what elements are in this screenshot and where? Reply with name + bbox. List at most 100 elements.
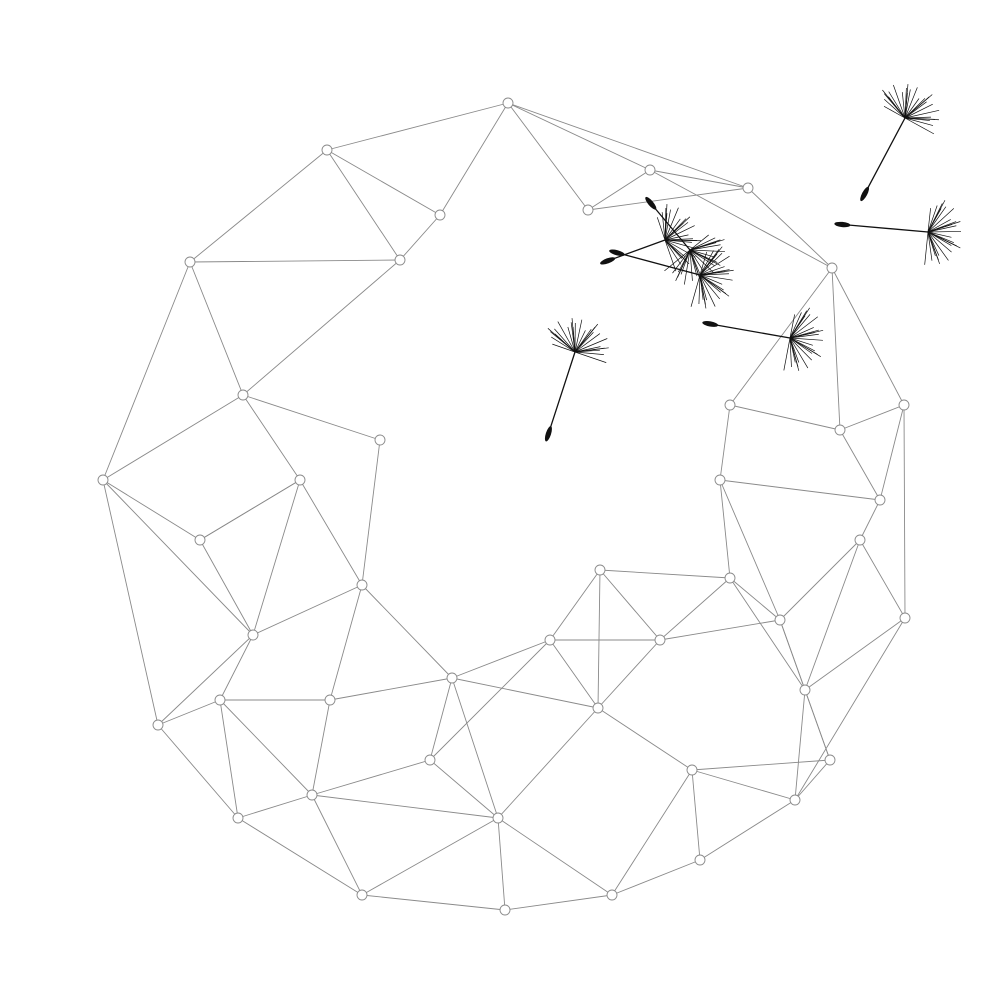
seed-filament [664, 239, 677, 272]
flying-seeds [544, 84, 962, 442]
network-strand [219, 699, 313, 796]
network-strand [597, 639, 661, 709]
seed-body [702, 321, 719, 327]
seed-filament [904, 117, 930, 121]
seed-filament [699, 250, 714, 276]
network-strand [439, 102, 509, 216]
network-node [854, 534, 866, 546]
network-strand [102, 261, 191, 481]
network-strand [504, 894, 613, 911]
network-node [247, 629, 259, 641]
network-strand [831, 267, 905, 406]
seed-filament [789, 337, 813, 346]
seed-body [860, 186, 870, 202]
network-strand [729, 404, 841, 431]
network-strand [691, 769, 796, 801]
seed-filament [699, 274, 733, 281]
seed-filament [904, 109, 940, 119]
seed-filament [927, 219, 951, 233]
seed-filament [789, 314, 811, 339]
network-strand [157, 699, 221, 726]
network-node [184, 256, 196, 268]
network-strand [361, 439, 381, 586]
seed-filament [904, 87, 918, 119]
seed-filament [927, 205, 938, 233]
network-node [306, 789, 318, 801]
seed-filament [574, 319, 583, 353]
network-node [799, 684, 811, 696]
seed-filament [574, 333, 601, 353]
network-strand [157, 724, 239, 819]
network-node [874, 494, 886, 506]
seed-filament [672, 249, 691, 274]
seed-filament [789, 337, 792, 367]
network-strand [242, 394, 381, 441]
seed-filament [664, 222, 689, 241]
network-node [97, 474, 109, 486]
network-strand [831, 267, 841, 431]
network-strand [199, 479, 301, 541]
network-strand [326, 149, 401, 261]
seed-filament [699, 253, 718, 276]
seed-stalk [549, 351, 576, 429]
seed-filament [689, 249, 693, 281]
network-strand [361, 584, 453, 679]
network-node [446, 672, 458, 684]
network-strand [729, 577, 781, 621]
seed-head-network [97, 97, 911, 916]
network-strand [497, 817, 613, 896]
network-strand [599, 569, 731, 579]
seed-filament [904, 93, 908, 119]
network-strand [699, 799, 796, 861]
seed-filament [699, 255, 730, 276]
network-strand [189, 261, 244, 396]
seed-filament [789, 337, 823, 341]
dandelion-seed [860, 84, 940, 202]
network-strand [507, 102, 589, 211]
seed-filament [901, 92, 906, 119]
seed-filament [927, 231, 952, 253]
network-strand [549, 569, 601, 641]
network-strand [597, 707, 693, 771]
network-strand [497, 707, 599, 819]
seed-filament [783, 337, 791, 371]
network-node [606, 889, 618, 901]
network-strand [659, 619, 781, 641]
seed-filament [574, 338, 608, 353]
seed-filament [927, 208, 931, 233]
network-strand [691, 759, 831, 771]
network-node [356, 579, 368, 591]
network-node [394, 254, 406, 266]
network-strand [311, 759, 431, 796]
seed-filament [699, 266, 725, 276]
seed-filament [789, 337, 796, 363]
seed-filament [574, 330, 586, 353]
network-strand [329, 584, 363, 701]
network-strand [429, 639, 551, 761]
seed-filament [684, 249, 691, 285]
seed-filament [552, 343, 576, 353]
network-strand [199, 539, 254, 636]
network-strand [451, 639, 551, 679]
network-node [214, 694, 226, 706]
seed-filament [927, 206, 947, 233]
seed-filament [927, 231, 952, 238]
seed-filament [554, 333, 576, 353]
seed-filament [789, 337, 812, 361]
seed-body [645, 196, 657, 210]
network-strand [859, 539, 906, 619]
network-strand [879, 404, 905, 501]
seed-filament [699, 274, 721, 293]
seed-filament [689, 237, 716, 251]
seed-filament [690, 274, 701, 307]
seed-filament [664, 234, 689, 241]
network-strand [102, 479, 254, 636]
network-node [694, 854, 706, 866]
seed-body [544, 426, 552, 442]
seed-filament [689, 249, 704, 271]
seed-filament [699, 252, 723, 276]
seed-filament [664, 249, 691, 272]
seed-filament [664, 209, 671, 241]
seed-stalk [866, 117, 906, 189]
